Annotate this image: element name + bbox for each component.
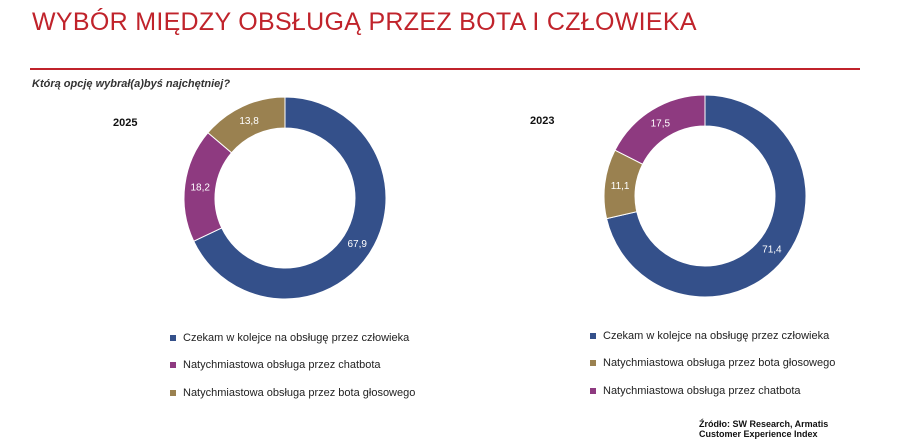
slice-value-label: 71,4 xyxy=(762,245,782,256)
slice-value-label: 18,2 xyxy=(190,182,210,193)
legend-item: Natychmiastowa obsługa przez chatbota xyxy=(170,352,415,380)
legend-swatch xyxy=(170,389,176,396)
legend-2025: Czekam w kolejce na obsługę przez człowi… xyxy=(170,324,415,407)
donut-slice xyxy=(605,94,807,298)
legend-swatch xyxy=(590,332,596,339)
legend-swatch xyxy=(170,334,176,341)
page-title: WYBÓR MIĘDZY OBSŁUGĄ PRZEZ BOTA I CZŁOWI… xyxy=(32,8,697,36)
donut-chart-2025: 67,9 18,2 13,8 xyxy=(183,96,387,300)
legend-item: Czekam w kolejce na obsługę przez człowi… xyxy=(590,322,835,350)
slice-value-label: 67,9 xyxy=(348,239,368,250)
source-note: Źródło: SW Research, Armatis Customer Ex… xyxy=(699,419,829,439)
legend-label: Natychmiastowa obsługa przez bota głosow… xyxy=(183,386,416,399)
slice-value-label: 17,5 xyxy=(651,119,671,130)
legend-label: Natychmiastowa obsługa przez chatbota xyxy=(603,384,801,397)
legend-swatch xyxy=(590,387,596,394)
chart-year-2023: 2023 xyxy=(530,115,555,127)
chart-year-2025: 2025 xyxy=(113,117,138,129)
donut-slice xyxy=(207,96,286,154)
legend-label: Czekam w kolejce na obsługę przez człowi… xyxy=(603,329,830,342)
legend-item: Natychmiastowa obsługa przez bota głosow… xyxy=(590,350,835,378)
legend-item: Czekam w kolejce na obsługę przez człowi… xyxy=(170,324,415,352)
donut-slice xyxy=(193,96,387,300)
survey-question: Którą opcję wybrał(a)byś najchętniej? xyxy=(32,78,231,90)
legend-swatch xyxy=(170,362,176,369)
donut-chart-2023: 71,4 11,1 17,5 xyxy=(603,94,807,298)
legend-label: Natychmiastowa obsługa przez bota głosow… xyxy=(603,357,836,370)
legend-label: Czekam w kolejce na obsługę przez człowi… xyxy=(183,331,410,344)
slice-value-label: 13,8 xyxy=(239,116,259,127)
title-divider xyxy=(30,68,860,70)
legend-swatch xyxy=(590,360,596,367)
legend-item: Natychmiastowa obsługa przez chatbota xyxy=(590,377,835,405)
donut-slice xyxy=(614,94,706,165)
legend-2023: Czekam w kolejce na obsługę przez człowi… xyxy=(590,322,835,405)
legend-item: Natychmiastowa obsługa przez bota głosow… xyxy=(170,379,415,407)
legend-label: Natychmiastowa obsługa przez chatbota xyxy=(183,359,381,372)
slice-value-label: 11,1 xyxy=(611,181,630,192)
